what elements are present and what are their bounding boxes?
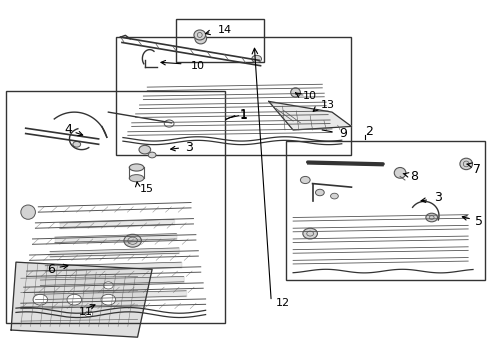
Text: 12: 12 — [276, 298, 290, 308]
Bar — [6, 91, 224, 323]
Ellipse shape — [290, 88, 300, 97]
Ellipse shape — [195, 33, 206, 44]
Text: 8: 8 — [409, 170, 417, 183]
Circle shape — [123, 234, 141, 247]
Circle shape — [425, 213, 437, 222]
Text: 13: 13 — [321, 100, 335, 110]
Ellipse shape — [393, 167, 405, 178]
Text: 3: 3 — [185, 141, 193, 154]
Ellipse shape — [129, 164, 143, 171]
Text: 1: 1 — [239, 108, 247, 121]
Circle shape — [148, 152, 156, 158]
Circle shape — [330, 193, 338, 199]
Ellipse shape — [129, 175, 143, 182]
Circle shape — [300, 176, 309, 184]
Circle shape — [103, 282, 113, 289]
Ellipse shape — [194, 30, 205, 40]
Circle shape — [251, 55, 261, 63]
Circle shape — [139, 145, 150, 154]
Polygon shape — [268, 102, 351, 130]
Text: 15: 15 — [140, 184, 154, 194]
Text: 9: 9 — [339, 127, 346, 140]
Text: 11: 11 — [79, 307, 93, 317]
Bar — [116, 37, 351, 155]
Bar — [176, 19, 264, 62]
Circle shape — [33, 294, 47, 305]
Text: 10: 10 — [302, 91, 316, 101]
Circle shape — [73, 141, 81, 147]
Ellipse shape — [459, 158, 471, 170]
Text: 7: 7 — [472, 163, 480, 176]
Circle shape — [315, 189, 324, 196]
Polygon shape — [11, 262, 152, 337]
Text: 5: 5 — [474, 215, 483, 228]
Text: 2: 2 — [365, 125, 372, 138]
Circle shape — [67, 294, 81, 305]
Text: 4: 4 — [64, 123, 72, 136]
Text: 10: 10 — [191, 61, 204, 71]
Circle shape — [302, 228, 317, 239]
Ellipse shape — [21, 205, 35, 219]
Bar — [285, 141, 484, 280]
Text: 14: 14 — [217, 25, 231, 35]
Text: 1: 1 — [239, 109, 247, 122]
Text: 6: 6 — [47, 263, 55, 276]
Circle shape — [85, 311, 93, 317]
Circle shape — [101, 294, 116, 305]
Text: 3: 3 — [433, 192, 441, 204]
